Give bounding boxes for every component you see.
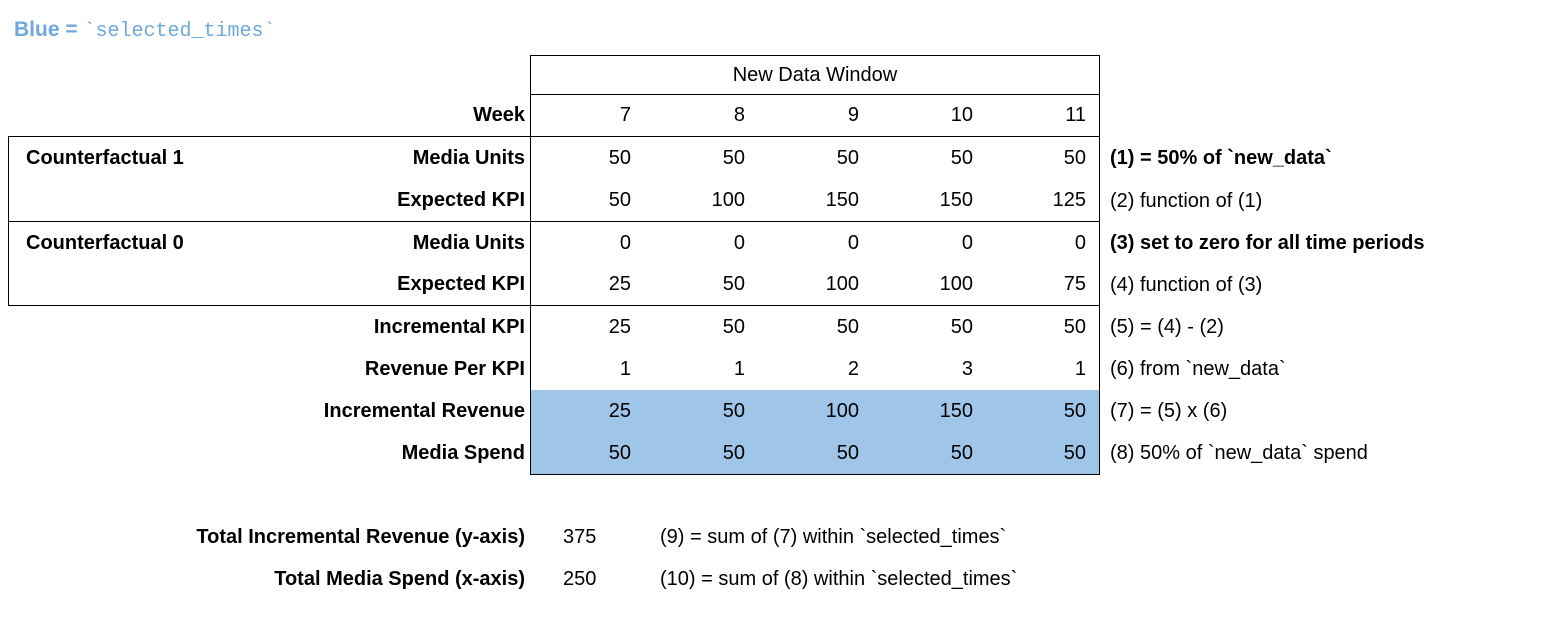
week-row-label: Week bbox=[280, 95, 530, 137]
total-media-spend-value: 250 bbox=[563, 567, 597, 590]
spacer-cell bbox=[8, 306, 280, 348]
annotation-9: (9) = sum of (7) within `selected_times` bbox=[660, 525, 1007, 548]
value-cell: 50 bbox=[950, 147, 973, 169]
annotation-7: (7) = (5) x (6) bbox=[1110, 399, 1228, 422]
spacer-cell bbox=[8, 432, 280, 475]
highlighted-value-cell: 50 bbox=[986, 432, 1100, 475]
value-cell: 50 bbox=[644, 264, 758, 306]
highlighted-value-cell: 50 bbox=[530, 432, 644, 475]
value-cell: 125 bbox=[986, 180, 1100, 222]
row-label-media-spend: Media Spend bbox=[401, 442, 525, 464]
week-cell: 11 bbox=[986, 95, 1100, 137]
new-data-window-header: New Data Window bbox=[530, 55, 1100, 95]
total-incremental-revenue-value: 375 bbox=[563, 525, 597, 548]
annotation-6: (6) from `new_data` bbox=[1110, 357, 1286, 380]
row-label-incremental-kpi: Incremental KPI bbox=[373, 315, 525, 338]
value-cell: 0 bbox=[961, 231, 973, 254]
total-incremental-revenue-label: Total Incremental Revenue (y-axis) bbox=[196, 525, 525, 548]
value-cell: 1 bbox=[733, 357, 745, 380]
spacer-cell bbox=[8, 390, 280, 432]
totals-section: Total Incremental Revenue (y-axis) 375 (… bbox=[8, 516, 1400, 600]
value-cell: 2 bbox=[847, 357, 859, 380]
highlighted-value-cell: 150 bbox=[872, 390, 986, 432]
value-cell: 50 bbox=[986, 137, 1100, 180]
group-label-counterfactual-0: Counterfactual 0 bbox=[8, 222, 280, 264]
value-cell: 25 bbox=[530, 306, 644, 348]
value-cell: 50 bbox=[530, 180, 644, 222]
value-cell: 50 bbox=[722, 147, 745, 169]
value-cell: 100 bbox=[758, 264, 872, 306]
legend: Blue = `selected_times` bbox=[14, 18, 275, 43]
highlighted-value-cell: 25 bbox=[530, 390, 644, 432]
value-cell: 50 bbox=[836, 147, 859, 169]
annotation-2: (2) function of (1) bbox=[1110, 189, 1263, 212]
row-label-expected-kpi-cf0: Expected KPI bbox=[280, 264, 530, 306]
annotation-5: (5) = (4) - (2) bbox=[1110, 315, 1224, 338]
value-cell: 25 bbox=[530, 264, 644, 306]
value-cell: 150 bbox=[758, 180, 872, 222]
annotation-3: (3) set to zero for all time periods bbox=[1110, 231, 1425, 254]
value-cell: 50 bbox=[950, 315, 973, 338]
value-cell: 50 bbox=[986, 306, 1100, 348]
value-cell: 50 bbox=[836, 315, 859, 338]
value-cell: 100 bbox=[644, 180, 758, 222]
spacer-cell bbox=[280, 55, 530, 95]
spacer-cell bbox=[8, 264, 280, 306]
highlighted-value-cell: 100 bbox=[758, 390, 872, 432]
counterfactual-table: New Data Window Week 7 8 9 10 11 Counter… bbox=[8, 55, 1534, 475]
spacer-cell bbox=[8, 180, 280, 222]
week-cell: 10 bbox=[872, 95, 986, 137]
annotation-10: (10) = sum of (8) within `selected_times… bbox=[660, 567, 1018, 590]
annotation-1: (1) = 50% of `new_data` bbox=[1110, 147, 1332, 169]
value-cell: 0 bbox=[530, 222, 644, 264]
value-cell: 50 bbox=[722, 315, 745, 338]
highlighted-value-cell: 50 bbox=[644, 390, 758, 432]
highlighted-value-cell: 50 bbox=[758, 432, 872, 475]
value-cell: 150 bbox=[872, 180, 986, 222]
value-cell: 3 bbox=[961, 357, 973, 380]
annotation-8: (8) 50% of `new_data` spend bbox=[1110, 442, 1368, 464]
value-cell: 0 bbox=[986, 222, 1100, 264]
highlighted-value-cell: 50 bbox=[644, 432, 758, 475]
spacer-cell bbox=[1100, 95, 1534, 137]
group-label-counterfactual-1: Counterfactual 1 bbox=[8, 137, 280, 180]
spacer-cell bbox=[8, 55, 280, 95]
spacer-cell bbox=[1100, 55, 1534, 95]
value-cell: 0 bbox=[733, 231, 745, 254]
value-cell: 75 bbox=[986, 264, 1100, 306]
value-cell: 100 bbox=[872, 264, 986, 306]
row-label-incremental-revenue: Incremental Revenue bbox=[323, 399, 525, 422]
value-cell: 1 bbox=[530, 348, 644, 390]
row-label-expected-kpi-cf1: Expected KPI bbox=[280, 180, 530, 222]
annotation-4: (4) function of (3) bbox=[1110, 273, 1263, 296]
value-cell: 50 bbox=[530, 137, 644, 180]
row-label-media-units-cf1: Media Units bbox=[412, 147, 525, 169]
value-cell: 0 bbox=[847, 231, 859, 254]
total-media-spend-label: Total Media Spend (x-axis) bbox=[274, 567, 525, 590]
week-cell: 9 bbox=[758, 95, 872, 137]
legend-label: Blue = bbox=[14, 18, 84, 41]
value-cell: 1 bbox=[986, 348, 1100, 390]
highlighted-value-cell: 50 bbox=[872, 432, 986, 475]
row-label-revenue-per-kpi: Revenue Per KPI bbox=[364, 357, 525, 380]
spacer-cell bbox=[8, 348, 280, 390]
row-label-media-units-cf0: Media Units bbox=[412, 231, 525, 254]
highlighted-value-cell: 50 bbox=[986, 390, 1100, 432]
week-cell: 8 bbox=[644, 95, 758, 137]
spacer-cell bbox=[8, 95, 280, 137]
week-cell: 7 bbox=[530, 95, 644, 137]
legend-code-selected-times: `selected_times` bbox=[83, 20, 276, 43]
